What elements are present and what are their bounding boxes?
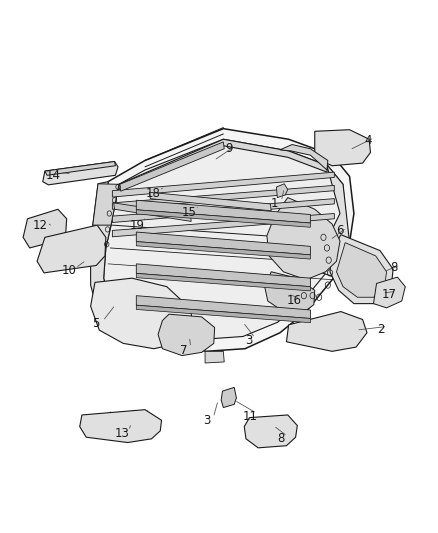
Polygon shape <box>120 142 224 191</box>
Polygon shape <box>136 305 311 322</box>
Polygon shape <box>45 161 116 175</box>
Polygon shape <box>114 203 191 221</box>
Polygon shape <box>93 184 119 225</box>
Text: 11: 11 <box>243 409 258 423</box>
Polygon shape <box>276 184 288 198</box>
Text: 5: 5 <box>92 317 100 330</box>
Polygon shape <box>205 351 224 363</box>
Polygon shape <box>113 172 334 197</box>
Text: 18: 18 <box>145 187 160 200</box>
Polygon shape <box>244 415 297 448</box>
Polygon shape <box>113 214 334 237</box>
Polygon shape <box>95 128 354 351</box>
Text: 8: 8 <box>390 261 398 274</box>
Polygon shape <box>267 198 340 280</box>
Polygon shape <box>43 161 118 185</box>
Polygon shape <box>315 130 371 166</box>
Polygon shape <box>119 139 328 191</box>
Polygon shape <box>136 200 311 223</box>
Text: 8: 8 <box>277 432 285 446</box>
Polygon shape <box>23 209 67 248</box>
Polygon shape <box>113 199 334 222</box>
Polygon shape <box>136 273 311 291</box>
Text: 6: 6 <box>336 224 344 237</box>
Polygon shape <box>113 185 334 209</box>
Polygon shape <box>158 314 215 356</box>
Polygon shape <box>286 312 367 351</box>
Polygon shape <box>280 144 328 170</box>
Polygon shape <box>319 166 350 277</box>
Text: 15: 15 <box>182 206 197 219</box>
Polygon shape <box>91 278 193 349</box>
Text: 4: 4 <box>364 134 371 147</box>
Polygon shape <box>136 264 311 287</box>
Text: 13: 13 <box>115 427 130 440</box>
Polygon shape <box>91 182 111 306</box>
Polygon shape <box>221 387 237 408</box>
Polygon shape <box>37 225 106 273</box>
Text: 1: 1 <box>271 197 279 211</box>
Polygon shape <box>136 296 311 318</box>
Polygon shape <box>374 277 405 308</box>
Text: 10: 10 <box>61 264 76 277</box>
Polygon shape <box>136 241 311 259</box>
Polygon shape <box>104 139 345 339</box>
Text: 17: 17 <box>382 288 397 301</box>
Polygon shape <box>336 243 387 297</box>
Text: 12: 12 <box>33 219 48 232</box>
Polygon shape <box>136 232 311 255</box>
Text: 14: 14 <box>46 169 61 182</box>
Text: 19: 19 <box>130 219 145 232</box>
Polygon shape <box>265 272 315 313</box>
Polygon shape <box>80 410 162 442</box>
Text: 9: 9 <box>225 142 232 155</box>
Polygon shape <box>136 210 311 227</box>
Text: 3: 3 <box>203 414 211 427</box>
Text: 3: 3 <box>245 334 252 347</box>
Polygon shape <box>330 235 393 304</box>
Polygon shape <box>149 192 271 211</box>
Text: 2: 2 <box>377 322 385 336</box>
Text: 7: 7 <box>180 344 188 357</box>
Text: 16: 16 <box>286 294 301 308</box>
